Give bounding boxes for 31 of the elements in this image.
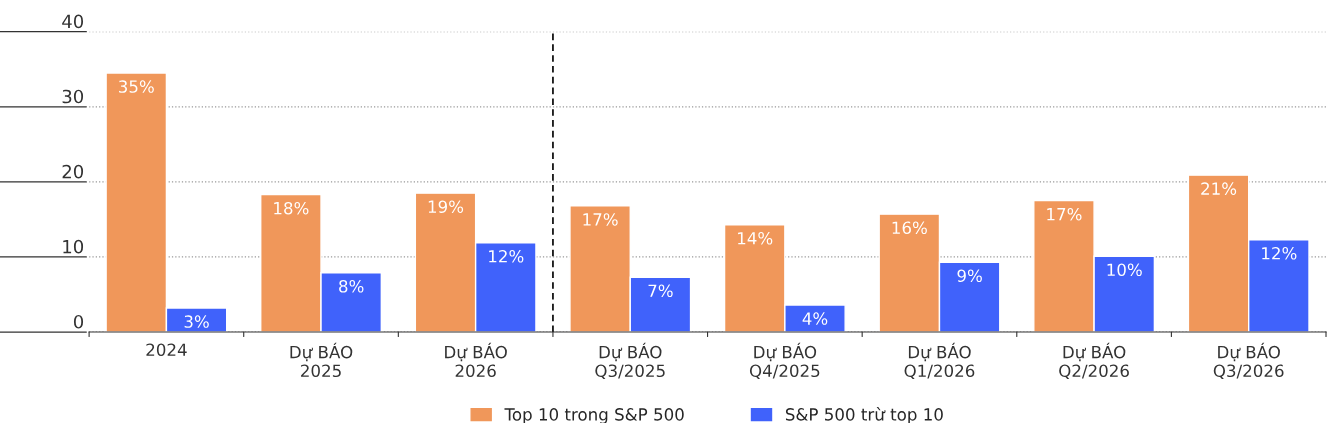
y-tick-label: 10	[63, 239, 84, 254]
data-label: 18%	[274, 201, 309, 215]
data-label: 9%	[957, 269, 982, 283]
data-label: 17%	[583, 213, 618, 226]
data-label: 4%	[802, 312, 828, 325]
x-tick-label: Dự BÁO Q3/2025	[595, 342, 665, 379]
data-label: 12%	[1262, 246, 1297, 260]
data-label: 21%	[1201, 182, 1237, 195]
data-label: 10%	[1107, 263, 1142, 277]
x-tick-label: Dự BÁO Q1/2026	[904, 342, 975, 379]
x-tick-label: 2024	[146, 343, 187, 357]
data-label: 8%	[339, 279, 364, 293]
y-tick-label: 0	[73, 314, 84, 329]
data-label: 12%	[489, 249, 524, 263]
x-tick-label: Dự BÁO Q3/2026	[1213, 342, 1284, 379]
legend-label: Top 10 trong S&P 500	[504, 408, 684, 423]
data-label: 17%	[1047, 207, 1082, 221]
data-label: 7%	[648, 284, 673, 298]
x-tick-label: Dự BÁO 2025	[290, 342, 353, 378]
x-tick-label: Dự BÁO Q4/2025	[749, 342, 820, 379]
x-tick-label: Dự BÁO 2026	[445, 342, 507, 378]
y-tick-label: 20	[62, 164, 84, 179]
x-tick-label: Dự BÁO Q2/2026	[1059, 342, 1129, 379]
legend-label: S&P 500 trừ top 10	[785, 407, 943, 423]
data-label: 16%	[892, 221, 927, 235]
data-label: 19%	[428, 200, 464, 213]
data-label: 35%	[119, 80, 154, 93]
data-label: 3%	[184, 315, 209, 328]
data-label: 14%	[738, 231, 773, 245]
y-tick-label: 30	[62, 89, 84, 104]
y-tick-label: 40	[62, 14, 84, 29]
